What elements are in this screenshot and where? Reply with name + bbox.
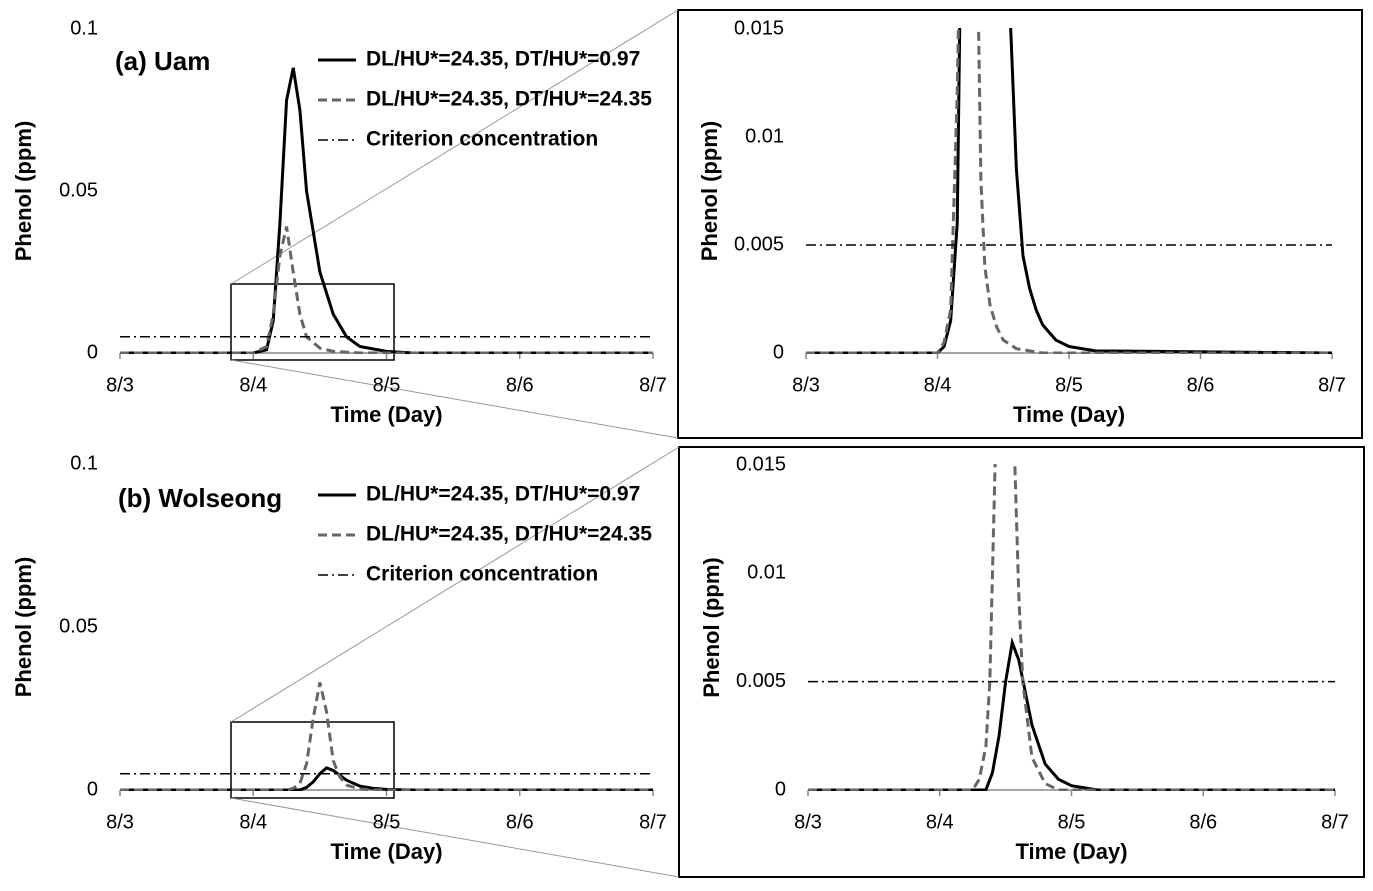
x-tick-label: 8/7 <box>1321 811 1349 833</box>
y-tick-label: 0.005 <box>734 233 784 255</box>
connector <box>230 359 679 439</box>
series-line <box>120 67 653 354</box>
x-tick-label: 8/5 <box>373 374 401 396</box>
legend-label: Criterion concentration <box>366 128 598 151</box>
y-tick-label: 0.01 <box>745 125 784 147</box>
x-axis-title: Time (Day) <box>330 402 442 427</box>
connector <box>230 797 680 878</box>
legend-label: Criterion concentration <box>366 563 598 586</box>
y-tick-label: 0.05 <box>59 179 98 201</box>
x-tick-label: 8/5 <box>1055 374 1083 396</box>
x-tick-label: 8/7 <box>1318 374 1346 396</box>
x-axis-title: Time (Day) <box>1015 839 1127 864</box>
x-tick-label: 8/4 <box>926 811 954 833</box>
y-tick-label: 0 <box>87 778 98 800</box>
y-tick-label: 0 <box>773 341 784 363</box>
y-tick-label: 0.015 <box>736 453 786 475</box>
x-axis-title: Time (Day) <box>1013 402 1125 427</box>
legend-label: DL/HU*=24.35, DT/HU*=0.97 <box>366 483 640 506</box>
legend-label: DL/HU*=24.35, DT/HU*=0.97 <box>366 48 640 71</box>
y-tick-label: 0.1 <box>70 17 98 39</box>
legend-label: DL/HU*=24.35, DT/HU*=24.35 <box>366 523 652 546</box>
x-tick-label: 8/5 <box>1058 811 1086 833</box>
x-tick-label: 8/3 <box>106 374 134 396</box>
series-line <box>120 766 653 791</box>
y-tick-label: 0.01 <box>747 562 786 584</box>
series-line <box>806 28 1332 354</box>
y-axis-title: Phenol (ppm) <box>11 121 36 262</box>
x-axis-title: Time (Day) <box>330 839 442 864</box>
y-tick-label: 0 <box>775 778 786 800</box>
x-tick-label: 8/4 <box>239 811 267 833</box>
y-tick-label: 0.005 <box>736 670 786 692</box>
x-tick-label: 8/3 <box>792 374 820 396</box>
zoom-region <box>230 283 395 361</box>
legend-label: DL/HU*=24.35, DT/HU*=24.35 <box>366 88 652 111</box>
series-line <box>806 28 1332 354</box>
x-tick-label: 8/7 <box>639 374 667 396</box>
x-tick-label: 8/5 <box>373 811 401 833</box>
annotation: (a) Uam <box>115 46 210 76</box>
x-tick-label: 8/3 <box>794 811 822 833</box>
series-line <box>120 226 653 354</box>
y-axis-title: Phenol (ppm) <box>11 557 36 698</box>
x-tick-label: 8/4 <box>924 374 952 396</box>
annotation: (b) Wolseong <box>118 483 282 513</box>
x-tick-label: 8/6 <box>1187 374 1215 396</box>
y-tick-label: 0.05 <box>59 615 98 637</box>
zoom-frame <box>678 446 1365 878</box>
series-line <box>808 636 1335 791</box>
y-axis-title: Phenol (ppm) <box>699 557 724 698</box>
x-tick-label: 8/4 <box>239 374 267 396</box>
y-tick-label: 0 <box>87 341 98 363</box>
y-axis-title: Phenol (ppm) <box>697 121 722 262</box>
x-tick-label: 8/7 <box>639 811 667 833</box>
zoom-frame <box>677 9 1363 439</box>
y-tick-label: 0.1 <box>70 452 98 474</box>
x-tick-label: 8/6 <box>1189 811 1217 833</box>
x-tick-label: 8/3 <box>106 811 134 833</box>
series-line <box>808 464 1335 791</box>
x-tick-label: 8/6 <box>506 374 534 396</box>
connector <box>230 9 679 285</box>
series-line <box>120 682 653 791</box>
y-tick-label: 0.015 <box>734 17 784 39</box>
x-tick-label: 8/6 <box>506 811 534 833</box>
connector <box>230 446 680 723</box>
